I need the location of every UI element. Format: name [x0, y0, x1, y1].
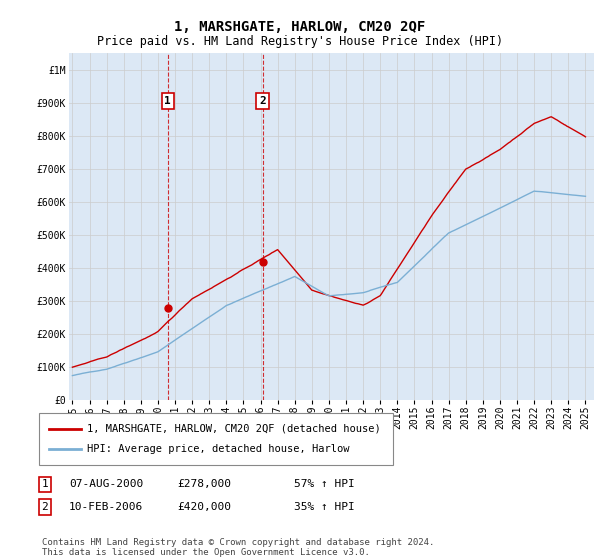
Text: 1, MARSHGATE, HARLOW, CM20 2QF (detached house): 1, MARSHGATE, HARLOW, CM20 2QF (detached… [87, 424, 381, 434]
Text: 1: 1 [164, 96, 171, 106]
Text: 57% ↑ HPI: 57% ↑ HPI [294, 479, 355, 489]
Text: Price paid vs. HM Land Registry's House Price Index (HPI): Price paid vs. HM Land Registry's House … [97, 35, 503, 48]
Text: 07-AUG-2000: 07-AUG-2000 [69, 479, 143, 489]
Text: £420,000: £420,000 [177, 502, 231, 512]
Text: 1: 1 [41, 479, 49, 489]
Text: 2: 2 [259, 96, 266, 106]
Text: 35% ↑ HPI: 35% ↑ HPI [294, 502, 355, 512]
Text: 2: 2 [41, 502, 49, 512]
Text: £278,000: £278,000 [177, 479, 231, 489]
Text: Contains HM Land Registry data © Crown copyright and database right 2024.
This d: Contains HM Land Registry data © Crown c… [42, 538, 434, 557]
Text: 1, MARSHGATE, HARLOW, CM20 2QF: 1, MARSHGATE, HARLOW, CM20 2QF [175, 20, 425, 34]
Text: 10-FEB-2006: 10-FEB-2006 [69, 502, 143, 512]
Text: HPI: Average price, detached house, Harlow: HPI: Average price, detached house, Harl… [87, 444, 349, 454]
